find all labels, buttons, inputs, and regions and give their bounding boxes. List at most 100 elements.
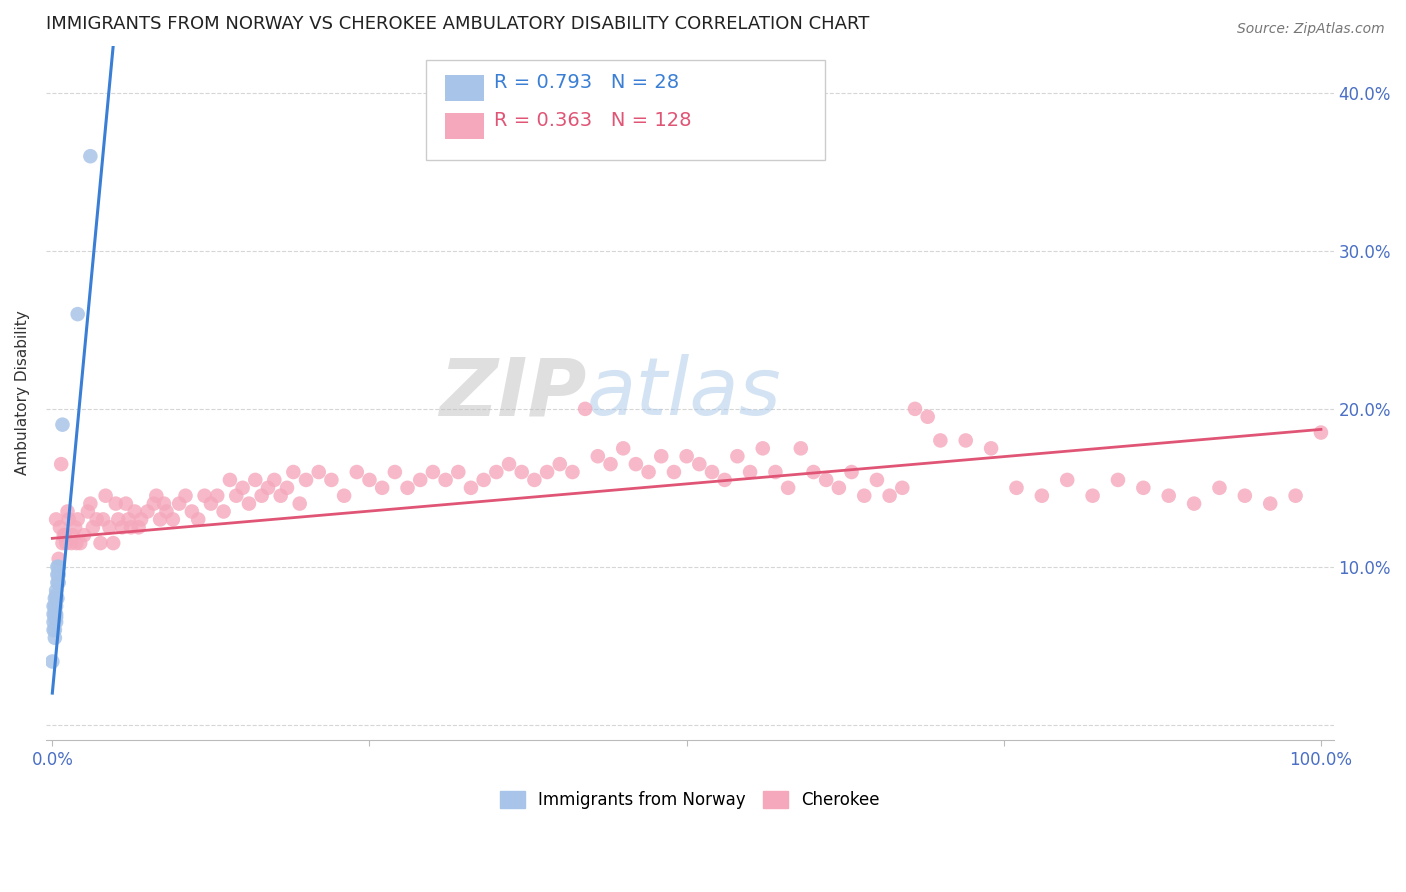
Point	[149, 512, 172, 526]
Point	[447, 465, 470, 479]
Point	[891, 481, 914, 495]
Point	[45, 607, 67, 622]
Bar	[446, 75, 484, 102]
Point	[751, 442, 773, 456]
Point	[523, 473, 546, 487]
Point	[778, 481, 800, 495]
Point	[136, 504, 159, 518]
Point	[98, 520, 121, 534]
Point	[346, 465, 368, 479]
Point	[58, 512, 80, 526]
Point	[51, 457, 73, 471]
Point	[76, 504, 98, 518]
Point	[250, 489, 273, 503]
Point	[44, 631, 66, 645]
Point	[536, 465, 558, 479]
Point	[46, 567, 69, 582]
FancyBboxPatch shape	[426, 60, 825, 161]
Point	[295, 473, 318, 487]
Point	[700, 465, 723, 479]
Point	[115, 497, 138, 511]
Point	[41, 655, 63, 669]
Point	[69, 536, 91, 550]
Point	[1208, 481, 1230, 495]
Text: ZIP: ZIP	[440, 354, 586, 432]
Point	[270, 489, 292, 503]
Point	[51, 417, 73, 432]
Point	[42, 599, 65, 614]
Point	[263, 473, 285, 487]
Point	[288, 497, 311, 511]
Point	[44, 599, 66, 614]
Point	[308, 465, 330, 479]
Point	[1157, 489, 1180, 503]
Point	[45, 610, 67, 624]
Point	[60, 536, 83, 550]
Point	[460, 481, 482, 495]
Point	[200, 497, 222, 511]
Point	[765, 465, 787, 479]
Point	[225, 489, 247, 503]
Point	[45, 599, 67, 614]
Point	[713, 473, 735, 487]
Point	[738, 465, 761, 479]
Point	[725, 449, 748, 463]
Point	[42, 623, 65, 637]
Text: Source: ZipAtlas.com: Source: ZipAtlas.com	[1237, 22, 1385, 37]
Point	[207, 489, 229, 503]
Point	[44, 607, 66, 622]
Point	[79, 149, 101, 163]
Point	[1132, 481, 1154, 495]
Point	[48, 567, 70, 582]
Point	[45, 588, 67, 602]
Point	[359, 473, 381, 487]
Point	[104, 497, 127, 511]
Point	[1284, 489, 1306, 503]
Point	[65, 536, 87, 550]
Point	[42, 607, 65, 622]
Point	[167, 497, 190, 511]
Point	[94, 489, 117, 503]
Point	[55, 536, 77, 550]
Point	[472, 473, 495, 487]
Point	[49, 520, 72, 534]
Point	[1258, 497, 1281, 511]
Point	[48, 552, 70, 566]
Point	[48, 575, 70, 590]
Point	[1107, 473, 1129, 487]
Point	[89, 536, 111, 550]
Point	[1081, 489, 1104, 503]
Point	[79, 497, 101, 511]
Point	[120, 520, 142, 534]
Point	[187, 512, 209, 526]
Point	[45, 583, 67, 598]
Point	[980, 442, 1002, 456]
Point	[321, 473, 343, 487]
Point	[586, 449, 609, 463]
Point	[485, 465, 508, 479]
Point	[498, 457, 520, 471]
Point	[45, 591, 67, 606]
Point	[44, 623, 66, 637]
Point	[510, 465, 533, 479]
Point	[62, 528, 84, 542]
Point	[107, 512, 129, 526]
Text: R = 0.793   N = 28: R = 0.793 N = 28	[494, 73, 679, 92]
Point	[117, 512, 139, 526]
Point	[124, 504, 146, 518]
Point	[815, 473, 838, 487]
Point	[46, 575, 69, 590]
Point	[48, 559, 70, 574]
Point	[52, 528, 75, 542]
Point	[219, 473, 242, 487]
Point	[422, 465, 444, 479]
Point	[612, 442, 634, 456]
Point	[384, 465, 406, 479]
Point	[409, 473, 432, 487]
Text: R = 0.363   N = 128: R = 0.363 N = 128	[494, 112, 692, 130]
Point	[174, 489, 197, 503]
Point	[790, 442, 813, 456]
Point	[128, 520, 150, 534]
Point	[828, 481, 851, 495]
Point	[44, 591, 66, 606]
